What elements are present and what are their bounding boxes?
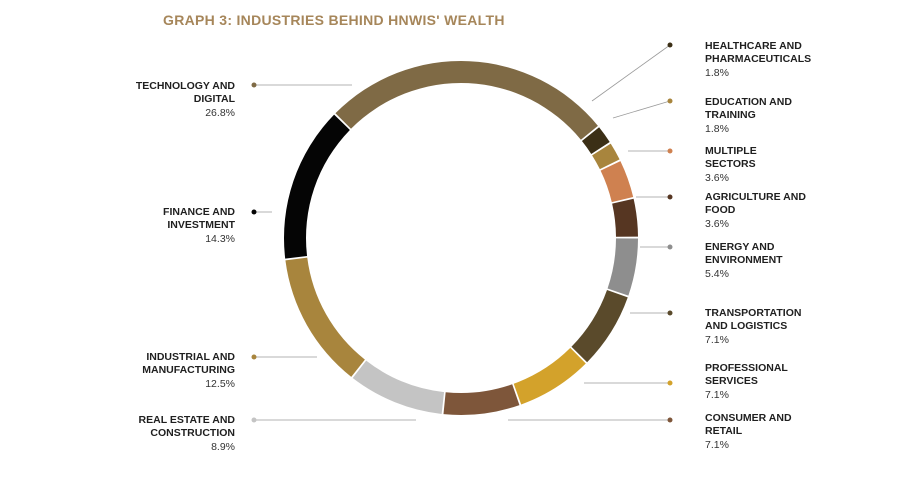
slice-value: 12.5% <box>205 378 235 390</box>
chart-title: GRAPH 3: INDUSTRIES BEHIND HNWIS' WEALTH <box>163 12 505 28</box>
slice-value: 8.9% <box>211 441 235 453</box>
slice-name: CONSUMER AND RETAIL <box>705 412 792 437</box>
slice-agriculture-and-food <box>612 198 638 237</box>
slice-value: 3.6% <box>705 218 729 230</box>
slice-label: ENERGY AND ENVIRONMENT 5.4% <box>705 241 840 281</box>
slice-name: AGRICULTURE AND FOOD <box>705 191 806 216</box>
slice-energy-and-environment <box>607 238 638 296</box>
leader-dot <box>251 417 257 423</box>
slice-value: 7.1% <box>705 439 729 451</box>
leader-dot <box>667 380 673 386</box>
leader-dot <box>667 194 673 200</box>
leader-dot <box>667 417 673 423</box>
slice-industrial-and-manufacturing <box>285 257 365 377</box>
slice-name: REAL ESTATE AND CONSTRUCTION <box>138 414 235 439</box>
leader-dot <box>667 98 673 104</box>
slice-value: 5.4% <box>705 268 729 280</box>
slice-label: MULTIPLE SECTORS 3.6% <box>705 145 840 185</box>
leader-dot <box>667 148 673 154</box>
leader-dot <box>251 354 257 360</box>
slice-label: TRANSPORTATION AND LOGISTICS 7.1% <box>705 307 840 347</box>
slice-value: 14.3% <box>205 233 235 245</box>
slice-value: 7.1% <box>705 389 729 401</box>
slice-value: 1.8% <box>705 123 729 135</box>
slice-healthcare-and-pharmaceuticals <box>581 127 610 154</box>
slice-name: TECHNOLOGY AND DIGITAL <box>135 80 235 105</box>
leader-dot <box>667 310 673 316</box>
slice-consumer-and-retail <box>443 384 520 416</box>
slice-value: 1.8% <box>705 67 729 79</box>
slice-name: MULTIPLE SECTORS <box>705 145 757 170</box>
leader-dot <box>251 209 257 215</box>
slice-transportation-and-logistics <box>571 289 628 363</box>
slice-real-estate-and-construction <box>352 360 445 414</box>
slice-professional-services <box>513 347 586 405</box>
leader-line <box>591 44 671 102</box>
slice-name: PROFESSIONAL SERVICES <box>705 362 788 387</box>
slice-value: 3.6% <box>705 172 729 184</box>
slice-label: PROFESSIONAL SERVICES 7.1% <box>705 362 840 402</box>
slice-label: REAL ESTATE AND CONSTRUCTION 8.9% <box>100 414 235 454</box>
slice-finance-and-investment <box>284 114 350 259</box>
slice-name: HEALTHCARE AND PHARMACEUTICALS <box>705 40 812 65</box>
slice-value: 26.8% <box>205 107 235 119</box>
slice-label: HEALTHCARE AND PHARMACEUTICALS 1.8% <box>705 40 840 80</box>
slice-name: INDUSTRIAL AND MANUFACTURING <box>142 351 235 376</box>
slice-education-and-training <box>592 143 620 170</box>
slice-multiple-sectors <box>600 161 634 203</box>
slice-name: EDUCATION AND TRAINING <box>705 96 792 121</box>
slice-label: INDUSTRIAL AND MANUFACTURING 12.5% <box>100 351 235 391</box>
slice-technology-and-digital <box>335 60 598 140</box>
leader-dot <box>667 244 673 250</box>
slice-label: FINANCE AND INVESTMENT 14.3% <box>100 206 235 246</box>
slice-label: CONSUMER AND RETAIL 7.1% <box>705 412 840 452</box>
slice-label: TECHNOLOGY AND DIGITAL 26.8% <box>100 80 235 120</box>
slice-label: EDUCATION AND TRAINING 1.8% <box>705 96 840 136</box>
slice-name: TRANSPORTATION AND LOGISTICS <box>705 307 802 332</box>
leader-line <box>612 100 671 119</box>
slice-value: 7.1% <box>705 334 729 346</box>
slice-label: AGRICULTURE AND FOOD 3.6% <box>705 191 840 231</box>
leader-dot <box>251 82 257 88</box>
slice-name: FINANCE AND INVESTMENT <box>163 206 235 231</box>
slice-name: ENERGY AND ENVIRONMENT <box>705 241 783 266</box>
leader-dot <box>667 42 673 48</box>
